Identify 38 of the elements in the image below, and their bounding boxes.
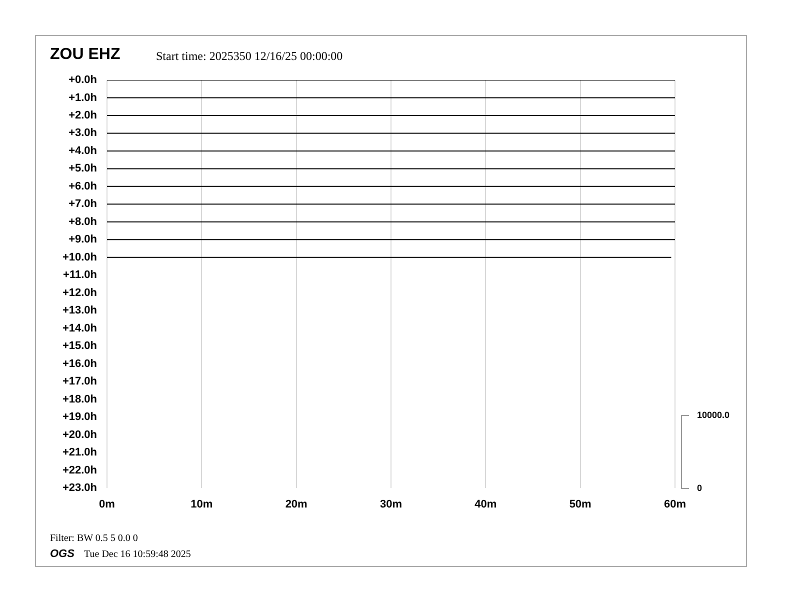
y-tick-label: +14.0h: [62, 322, 98, 334]
y-tick-label: +9.0h: [68, 234, 98, 246]
chart-title: ZOU EHZ: [50, 46, 120, 64]
x-tick-label: 60m: [664, 498, 686, 511]
y-tick-label: +0.0h: [68, 74, 98, 86]
y-tick-label: +1.0h: [68, 92, 98, 104]
y-tick-label: +18.0h: [62, 393, 98, 406]
y-tick-label: +8.0h: [68, 216, 98, 228]
y-tick-label: +10.0h: [62, 251, 98, 264]
y-tick-label: +11.0h: [63, 269, 98, 282]
y-tick-label: +21.0h: [62, 446, 98, 459]
text: OGS: [50, 548, 74, 560]
y-tick-label: +2.0h: [68, 110, 98, 122]
y-tick-label: +23.0h: [62, 482, 98, 494]
x-tick-label: 50m: [569, 498, 592, 511]
y-tick-label: +7.0h: [68, 198, 98, 210]
y-tick-label: +22.0h: [62, 464, 98, 476]
y-tick-label: +17.0h: [62, 376, 98, 388]
text: 10000.0: [697, 410, 730, 420]
text: Filter: BW 0.5 5 0.0 0: [50, 533, 138, 544]
y-tick-label: +5.0h: [68, 162, 98, 175]
chart-subtitle: Start time: 2025350 12/16/25 00:00:00: [156, 49, 343, 64]
x-tick-label: 30m: [380, 498, 402, 511]
y-tick-label: +16.0h: [62, 358, 98, 370]
y-tick-label: +3.0h: [68, 127, 98, 140]
text: 0: [697, 483, 702, 493]
y-tick-label: +20.0h: [62, 428, 98, 441]
y-tick-label: +13.0h: [62, 304, 98, 317]
y-tick-label: +15.0h: [62, 340, 98, 352]
x-tick-label: 0m: [99, 498, 116, 511]
y-tick-label: +6.0h: [68, 180, 98, 192]
x-tick-label: 20m: [285, 498, 308, 511]
text: Tue Dec 16 10:59:48 2025: [84, 549, 191, 560]
x-tick-label: 40m: [474, 498, 497, 511]
y-tick-label: +4.0h: [68, 144, 98, 157]
x-tick-label: 10m: [190, 498, 213, 511]
y-tick-label: +19.0h: [62, 411, 98, 424]
y-tick-label: +12.0h: [62, 286, 98, 299]
